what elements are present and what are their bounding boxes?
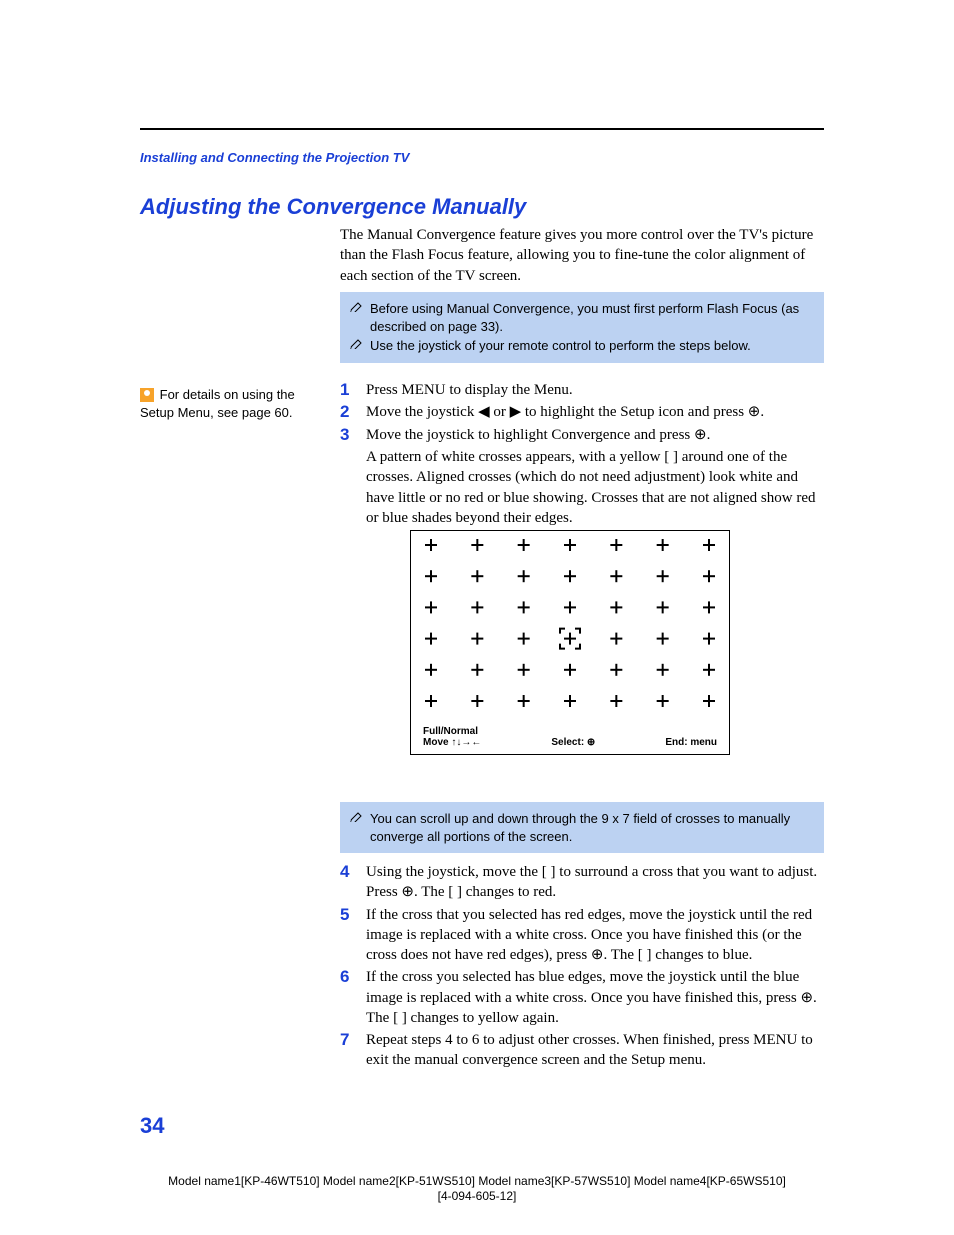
cross-icon (564, 695, 576, 707)
step: 6If the cross you selected has blue edge… (340, 967, 824, 1028)
footer-models: Model name1[KP-46WT510] Model name2[KP-5… (0, 1174, 954, 1205)
page-title: Adjusting the Convergence Manually (140, 194, 526, 220)
cross-icon (564, 539, 576, 551)
diagram-footer-select: Select: ⊕ (551, 737, 595, 748)
step-number: 7 (340, 1030, 356, 1071)
step-number: 3 (340, 425, 356, 445)
note-2-text: You can scroll up and down through the 9… (370, 810, 814, 845)
page-number: 34 (140, 1113, 164, 1139)
diagram-footer-full-normal: Full/Normal (423, 726, 481, 737)
step: 5If the cross that you selected has red … (340, 905, 824, 966)
cross-icon (564, 664, 576, 676)
cross-icon (703, 570, 715, 582)
cross-icon (518, 695, 530, 707)
lightbulb-icon (140, 388, 154, 402)
step-number: 1 (340, 380, 356, 400)
cross-icon (657, 633, 669, 645)
step-text: Press MENU to display the Menu. (366, 380, 824, 400)
page: Installing and Connecting the Projection… (0, 0, 954, 1235)
steps-top: 1 Press MENU to display the Menu. 2 Move th… (340, 380, 824, 530)
sidebar-tip-text: For details on using the Setup Menu, see… (140, 387, 295, 420)
cross-icon (471, 601, 483, 613)
convergence-diagram: Full/Normal Move ↑↓→← Select: ⊕ End: men… (410, 530, 730, 755)
cross-icon (610, 601, 622, 613)
cross-icon (657, 664, 669, 676)
pencil-icon (350, 300, 364, 335)
cross-icon (518, 664, 530, 676)
cross-icon (425, 601, 437, 613)
note-box-2: You can scroll up and down through the 9… (340, 802, 824, 853)
step-number: 4 (340, 862, 356, 903)
cross-icon (657, 570, 669, 582)
footer-doc-id: [4-094-605-12] (0, 1189, 954, 1205)
cross-icon (564, 633, 576, 645)
cross-icon (518, 601, 530, 613)
cross-icon (703, 539, 715, 551)
cross-icon (703, 664, 715, 676)
step-3-detail: A pattern of white crosses appears, with… (366, 447, 824, 528)
sidebar-tip: For details on using the Setup Menu, see… (140, 386, 310, 421)
step-text: If the cross that you selected has red e… (366, 905, 824, 966)
step-text: Move the joystick to highlight Convergen… (366, 425, 824, 445)
cross-icon (518, 570, 530, 582)
cross-icon (425, 664, 437, 676)
pencil-icon (350, 337, 364, 355)
cross-icon (610, 695, 622, 707)
step-number: 6 (340, 967, 356, 1028)
cross-grid (411, 531, 729, 721)
cross-icon (610, 664, 622, 676)
diagram-footer-move: Move ↑↓→← (423, 737, 481, 748)
step: 7Repeat steps 4 to 6 to adjust other cro… (340, 1030, 824, 1071)
steps-bottom: 4Using the joystick, move the [ ] to sur… (340, 862, 824, 1073)
pencil-icon (350, 810, 364, 845)
step: 4Using the joystick, move the [ ] to sur… (340, 862, 824, 903)
footer-model-list: Model name1[KP-46WT510] Model name2[KP-5… (0, 1174, 954, 1190)
cross-icon (471, 539, 483, 551)
cursor-bracket-icon (575, 629, 580, 634)
cursor-bracket-icon (575, 644, 580, 649)
cursor-bracket-icon (560, 629, 565, 634)
step-text: Repeat steps 4 to 6 to adjust other cros… (366, 1030, 824, 1071)
cross-icon (657, 539, 669, 551)
step-detail: A pattern of white crosses appears, with… (340, 447, 824, 528)
step-text: Move the joystick ◀ or ▶ to highlight th… (366, 402, 824, 422)
cross-icon (471, 633, 483, 645)
cross-icon (518, 633, 530, 645)
step: 3 Move the joystick to highlight Converge… (340, 425, 824, 445)
cursor-bracket-icon (560, 644, 565, 649)
diagram-footer-end: End: menu (665, 737, 717, 748)
cross-icon (610, 539, 622, 551)
note-1-line-2: Use the joystick of your remote control … (370, 337, 751, 355)
diagram-footer: Full/Normal Move ↑↓→← Select: ⊕ End: men… (423, 726, 717, 748)
breadcrumb: Installing and Connecting the Projection… (140, 150, 409, 165)
cross-icon (425, 570, 437, 582)
step: 2 Move the joystick ◀ or ▶ to highlight t… (340, 402, 824, 422)
cross-icon (425, 695, 437, 707)
cross-icon (564, 570, 576, 582)
step-number: 2 (340, 402, 356, 422)
cross-icon (703, 695, 715, 707)
cross-icon (471, 570, 483, 582)
cross-icon (471, 695, 483, 707)
cross-icon (703, 601, 715, 613)
cross-icon (518, 539, 530, 551)
cross-icon (425, 539, 437, 551)
step-text: If the cross you selected has blue edges… (366, 967, 824, 1028)
step: 1 Press MENU to display the Menu. (340, 380, 824, 400)
cross-icon (610, 570, 622, 582)
note-1-line-1: Before using Manual Convergence, you mus… (370, 300, 814, 335)
cross-icon (564, 601, 576, 613)
note-box-1: Before using Manual Convergence, you mus… (340, 292, 824, 363)
top-rule (140, 128, 824, 130)
cross-icon (703, 633, 715, 645)
cross-icon (657, 601, 669, 613)
cross-icon (657, 695, 669, 707)
intro-paragraph: The Manual Convergence feature gives you… (340, 225, 824, 286)
cross-icon (471, 664, 483, 676)
step-text: Using the joystick, move the [ ] to surr… (366, 862, 824, 903)
step-number: 5 (340, 905, 356, 966)
cross-icon (610, 633, 622, 645)
cross-icon (425, 633, 437, 645)
